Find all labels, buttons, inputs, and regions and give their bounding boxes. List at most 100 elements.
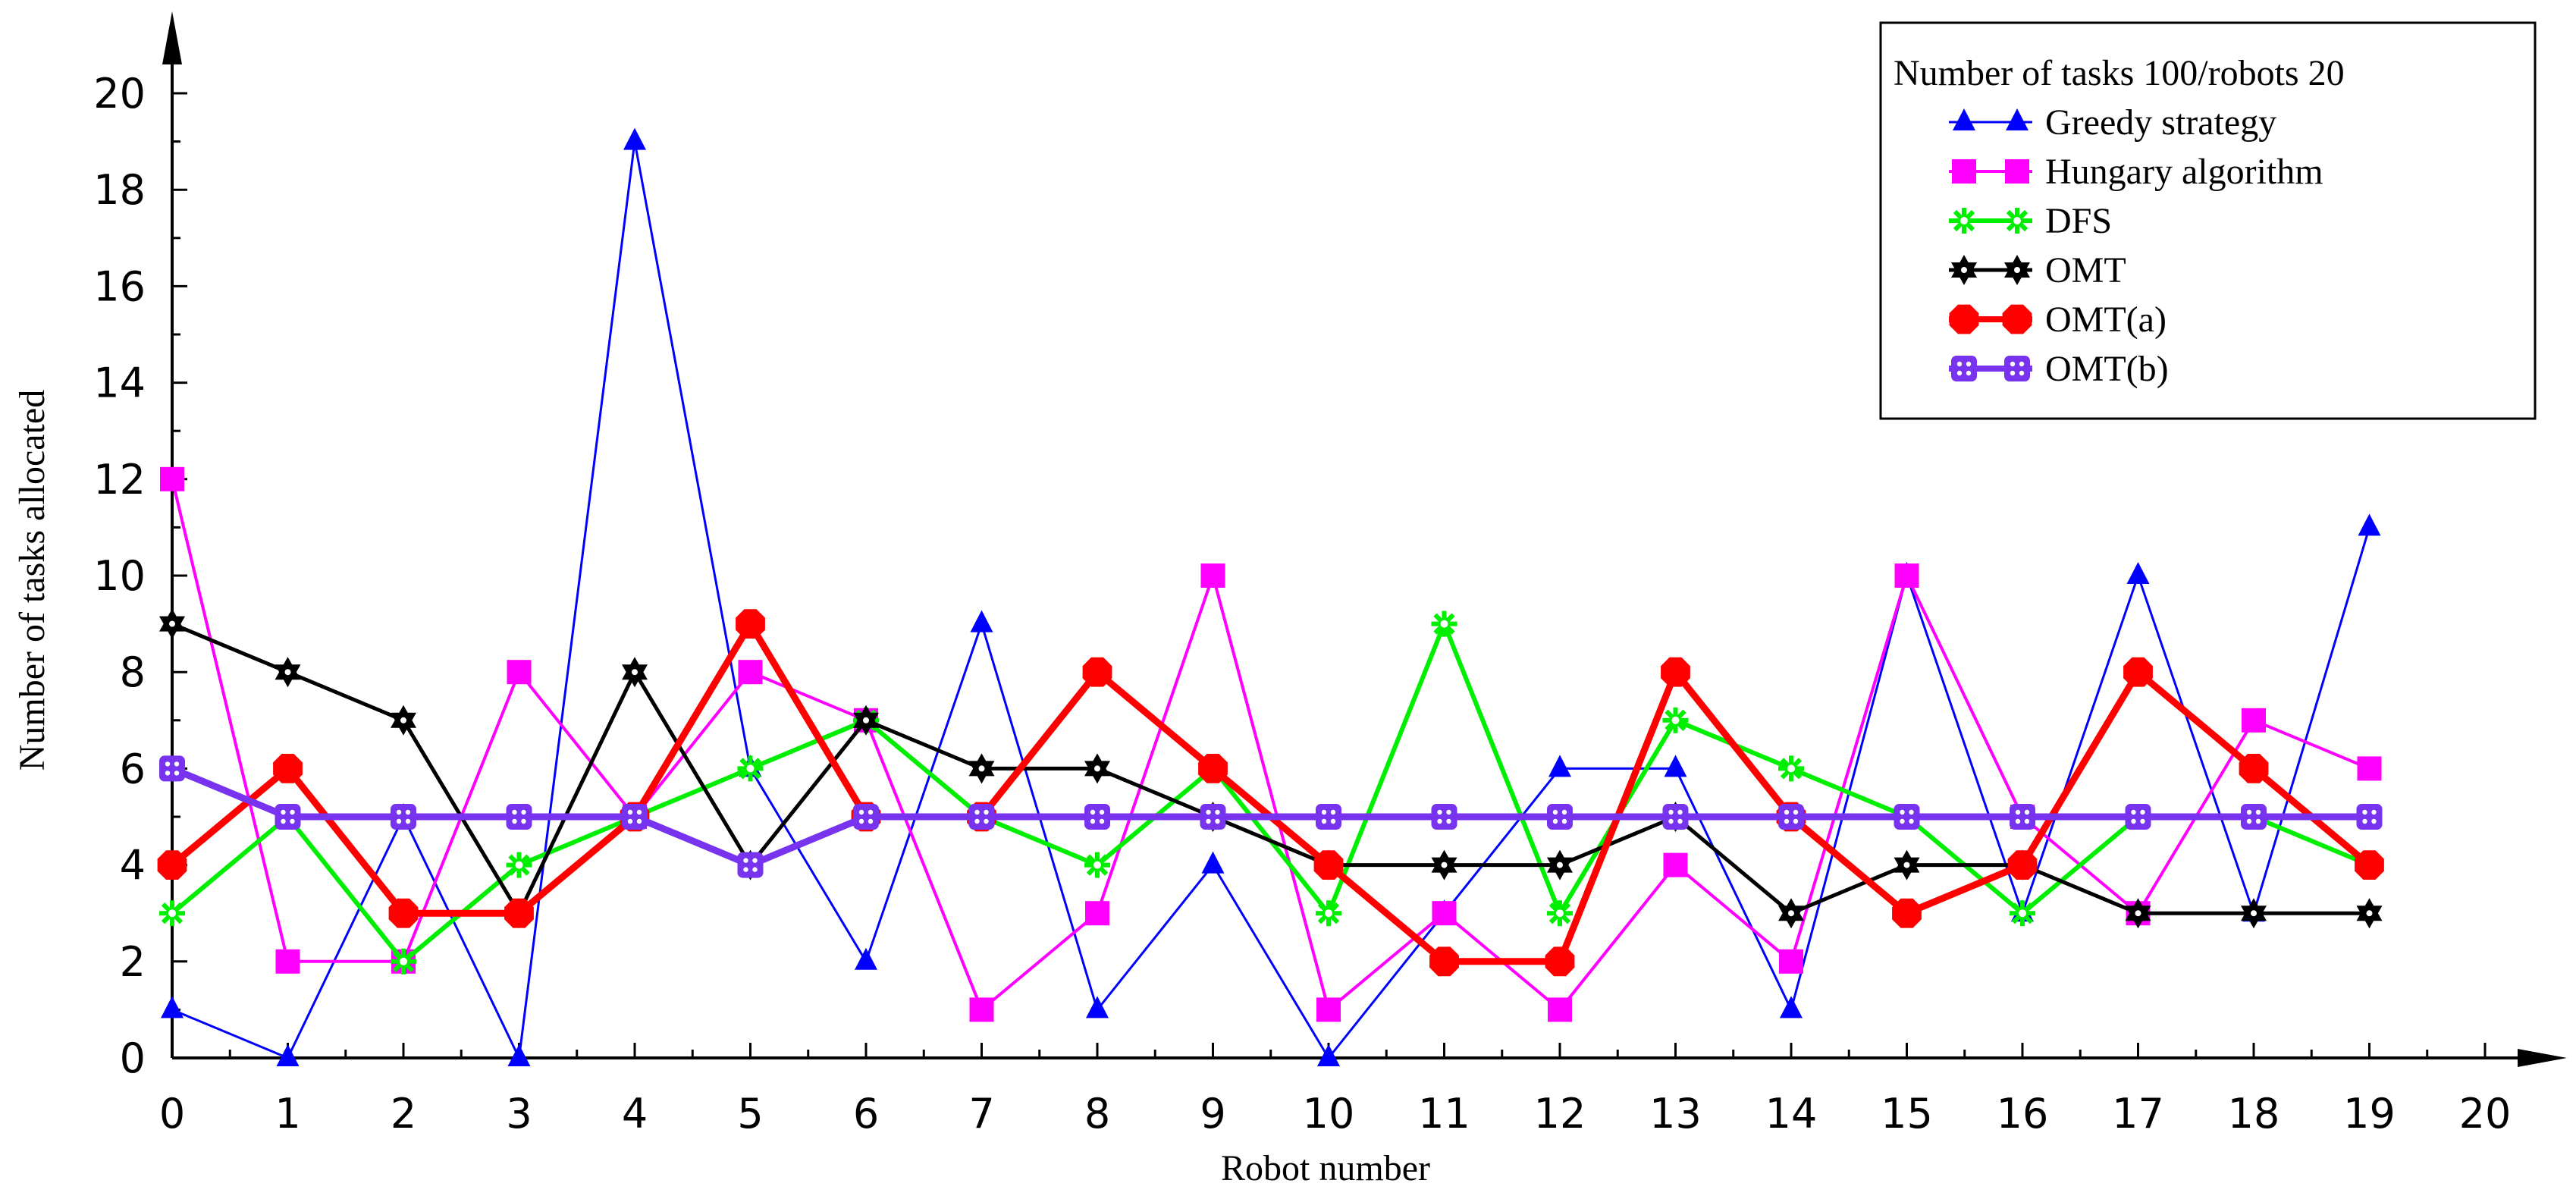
data-point — [159, 608, 185, 639]
data-point — [1431, 849, 1457, 880]
legend-label: OMT — [2045, 250, 2126, 290]
series-line — [171, 622, 2370, 915]
data-point — [276, 1044, 300, 1066]
legend-marker — [1951, 356, 1977, 381]
data-point — [2010, 900, 2035, 927]
data-point — [160, 466, 184, 491]
legend-label: Greedy strategy — [2045, 102, 2276, 143]
series-omt — [159, 608, 2383, 929]
data-point — [1663, 852, 1688, 877]
data-point — [2239, 754, 2269, 783]
data-point — [1894, 563, 1919, 588]
data-point — [1894, 849, 1920, 880]
data-point — [1085, 901, 1109, 926]
legend-marker — [1951, 208, 1977, 234]
data-point — [1778, 898, 1804, 929]
data-point — [853, 705, 879, 736]
data-point — [968, 804, 995, 830]
series-omt-b — [159, 755, 2383, 878]
legend-label: OMT(b) — [2045, 349, 2169, 389]
legend-item: Hungary algorithm — [1949, 152, 2323, 192]
data-point — [1548, 755, 1571, 777]
legend: Number of tasks 100/robots 20 Greedy str… — [1879, 21, 2537, 420]
x-tick-label: 0 — [159, 1090, 185, 1138]
y-axis-arrow — [162, 11, 182, 64]
y-tick-label: 16 — [93, 262, 146, 310]
legend-item: DFS — [1949, 201, 2112, 241]
data-point — [506, 804, 532, 830]
data-point — [1545, 946, 1575, 977]
data-point — [2356, 804, 2383, 830]
series-line — [171, 140, 2370, 1059]
legend-marker — [1949, 304, 1979, 334]
y-tick-label: 18 — [93, 166, 146, 214]
x-tick-label: 16 — [1997, 1090, 2049, 1138]
x-tick-label: 6 — [853, 1090, 879, 1138]
data-point — [1084, 753, 1110, 784]
data-point — [388, 898, 419, 928]
data-point — [391, 804, 416, 830]
x-tick-label: 4 — [622, 1090, 648, 1138]
y-tick-label: 4 — [120, 842, 146, 890]
x-tick-label: 7 — [968, 1090, 994, 1138]
data-point — [737, 755, 764, 782]
x-tick-label: 20 — [2459, 1090, 2512, 1138]
data-point — [2126, 562, 2150, 584]
y-tick-label: 12 — [93, 456, 146, 504]
legend-marker — [1952, 159, 1976, 184]
data-point — [159, 900, 185, 927]
x-tick-label: 2 — [391, 1090, 416, 1138]
legend-marker — [1953, 108, 1975, 130]
x-axis-arrow — [2518, 1049, 2567, 1067]
data-point — [1084, 804, 1110, 830]
y-tick-label: 0 — [120, 1034, 146, 1082]
data-point — [159, 755, 185, 782]
data-point — [1316, 997, 1341, 1022]
x-tick-label: 5 — [737, 1090, 763, 1138]
data-point — [1662, 707, 1689, 733]
data-point — [1086, 996, 1109, 1019]
plot-area — [157, 127, 2384, 1066]
data-point — [1547, 849, 1573, 880]
legend-label: DFS — [2045, 201, 2112, 241]
data-point — [391, 948, 416, 975]
data-point — [2125, 804, 2151, 830]
data-point — [736, 609, 765, 639]
data-point — [1892, 898, 1922, 928]
data-point — [1316, 900, 1341, 927]
data-point — [1548, 997, 1572, 1022]
data-point — [2357, 756, 2382, 781]
data-point — [507, 660, 532, 685]
data-point — [1778, 755, 1804, 782]
data-point — [157, 850, 187, 880]
legend-item: OMT — [1949, 250, 2126, 290]
x-tick-label: 15 — [1881, 1090, 1933, 1138]
legend-label: Hungary algorithm — [2045, 152, 2323, 192]
legend-marker — [2006, 108, 2028, 130]
data-point — [1547, 804, 1573, 830]
data-point — [507, 1044, 531, 1066]
data-point — [506, 852, 532, 878]
data-point — [1084, 852, 1110, 878]
x-tick-label: 18 — [2228, 1090, 2280, 1138]
data-point — [855, 947, 877, 970]
data-point — [1198, 754, 1228, 783]
data-point — [968, 753, 995, 784]
x-tick-label: 3 — [506, 1090, 532, 1138]
data-point — [275, 804, 301, 830]
data-point — [1780, 996, 1803, 1019]
data-point — [1313, 850, 1344, 880]
data-point — [1432, 901, 1457, 926]
data-point — [1778, 804, 1804, 830]
data-point — [2358, 513, 2381, 536]
x-axis-ticks: 0 1 2 3 4 5 6 7 8 9 10 11 12 13 14 15 16 17 18 19 20 — [159, 1043, 2512, 1138]
x-tick-label: 1 — [275, 1090, 300, 1138]
x-tick-label: 8 — [1084, 1090, 1110, 1138]
data-point — [1661, 657, 1690, 687]
legend-marker — [1951, 255, 1977, 285]
data-point — [2125, 898, 2151, 929]
x-tick-label: 9 — [1200, 1090, 1225, 1138]
data-point — [2355, 850, 2384, 880]
data-point — [161, 996, 184, 1019]
